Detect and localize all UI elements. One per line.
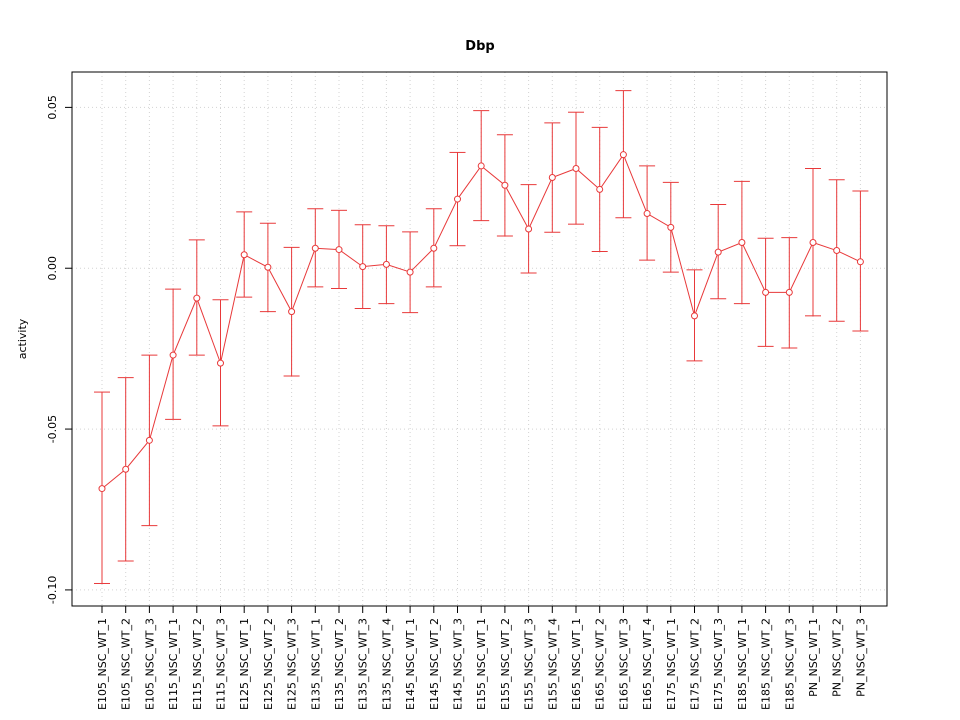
data-point	[833, 247, 841, 255]
data-point	[762, 288, 770, 296]
data-point	[738, 238, 746, 246]
data-point	[477, 162, 485, 170]
x-tick-label: E145_NSC_WT_3	[452, 618, 465, 710]
data-point	[548, 174, 556, 182]
grid-layer	[72, 72, 887, 606]
data-point	[785, 288, 793, 296]
data-point	[525, 225, 533, 233]
data-point	[98, 485, 106, 493]
y-tick-label: -0.05	[46, 415, 59, 443]
data-point	[288, 308, 296, 316]
data-point	[714, 248, 722, 256]
data-point	[264, 263, 272, 271]
data-point	[643, 210, 651, 218]
data-point	[809, 238, 817, 246]
data-point	[359, 263, 367, 271]
data-point	[193, 294, 201, 302]
x-tick-label: E115_NSC_WT_2	[191, 618, 204, 710]
x-tick-label: E155_NSC_WT_2	[499, 618, 512, 710]
y-tick-label: 0.00	[46, 256, 59, 281]
data-point	[667, 223, 675, 231]
data-point	[335, 246, 343, 254]
data-point	[501, 181, 509, 189]
axes-layer: -0.10 -0.05 0.00 0.05 E105_NSC_WT_1 E105_NSC_…	[46, 71, 888, 710]
x-tick-label: E105_NSC_WT_1	[96, 618, 109, 710]
data-point	[382, 260, 390, 268]
data-point	[691, 312, 698, 320]
x-tick-label: E125_NSC_WT_3	[286, 618, 299, 710]
x-tick-label: E165_NSC_WT_1	[570, 618, 583, 710]
x-tick-label: E165_NSC_WT_4	[641, 618, 654, 710]
x-tick-label: E145_NSC_WT_2	[428, 618, 441, 710]
y-axis-title: activity	[16, 318, 29, 359]
data-point	[122, 465, 130, 473]
data-point	[311, 244, 319, 252]
x-tick-label: E185_NSC_WT_1	[736, 618, 749, 710]
x-tick-label: E165_NSC_WT_2	[594, 618, 607, 710]
x-tick-label: PN_NSC_WT_2	[831, 618, 844, 697]
x-tick-label: E155_NSC_WT_1	[475, 618, 488, 710]
data-point	[169, 351, 177, 359]
data-point	[619, 151, 627, 159]
data-point	[454, 195, 461, 203]
data-point	[430, 244, 438, 252]
x-tick-label: E135_NSC_WT_1	[309, 618, 322, 710]
x-tick-label: E175_NSC_WT_1	[665, 618, 678, 710]
x-tick-label: E135_NSC_WT_4	[380, 618, 393, 710]
x-tick-label: E175_NSC_WT_2	[689, 618, 702, 710]
data-point	[596, 185, 604, 193]
x-tick-label: E105_NSC_WT_2	[120, 618, 133, 710]
y-tick-label: -0.10	[46, 576, 59, 604]
x-tick-label: E155_NSC_WT_4	[546, 618, 559, 710]
x-tick-label: E135_NSC_WT_2	[333, 618, 346, 710]
x-tick-label: E185_NSC_WT_3	[783, 618, 796, 710]
data-point	[240, 251, 248, 259]
data-point	[856, 258, 864, 266]
x-tick-label: PN_NSC_WT_1	[807, 618, 820, 697]
data-point	[217, 359, 224, 367]
x-tick-label: E105_NSC_WT_3	[143, 618, 156, 710]
x-tick-label: E185_NSC_WT_2	[760, 618, 773, 710]
x-tick-label: E155_NSC_WT_3	[523, 618, 536, 710]
x-tick-label: E135_NSC_WT_3	[357, 618, 370, 710]
x-tick-label: E125_NSC_WT_2	[262, 618, 275, 710]
y-tick-label: 0.05	[46, 95, 59, 120]
chart-title: Dbp	[465, 39, 494, 54]
x-tick-label: E175_NSC_WT_3	[712, 618, 725, 710]
plot-frame	[71, 71, 888, 607]
data-point	[145, 436, 153, 444]
x-tick-label: PN_NSC_WT_3	[854, 618, 867, 697]
data-point	[406, 268, 414, 276]
x-tick-label: E115_NSC_WT_1	[167, 618, 180, 710]
x-tick-label: E145_NSC_WT_1	[404, 618, 417, 710]
x-tick-label: E125_NSC_WT_1	[238, 618, 251, 710]
x-tick-label: E115_NSC_WT_3	[215, 618, 228, 710]
data-point	[572, 165, 580, 173]
x-tick-label: E165_NSC_WT_3	[617, 618, 630, 710]
series-layer	[94, 90, 869, 584]
